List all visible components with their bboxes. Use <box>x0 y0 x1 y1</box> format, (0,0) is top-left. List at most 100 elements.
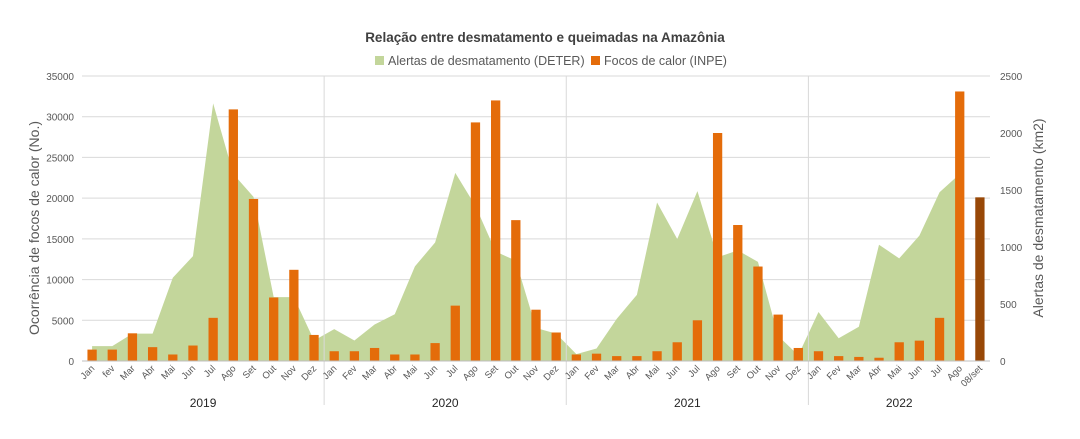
x-tick-label: Nov <box>521 363 541 383</box>
y-left-axis-label: Ocorrência de focos de calor (No.) <box>26 121 42 335</box>
x-tick-label: Dez <box>299 363 319 383</box>
fire-bar <box>612 356 622 361</box>
y-left-tick-label: 30000 <box>46 113 74 124</box>
legend-bar-label: Focos de calor (INPE) <box>604 54 727 68</box>
x-tick-label: Abr <box>624 363 642 381</box>
y-left-tick-label: 10000 <box>46 276 74 287</box>
year-label: 2020 <box>432 396 459 410</box>
y-right-tick-label: 2000 <box>1000 129 1023 140</box>
fire-bar <box>914 340 925 361</box>
fire-bar <box>591 353 602 361</box>
fire-bar <box>107 349 117 361</box>
year-label: 2022 <box>886 396 913 410</box>
fire-bar <box>450 305 460 361</box>
fire-bar <box>652 351 662 361</box>
deforestation-area-series <box>92 103 960 362</box>
fire-bar <box>733 225 743 361</box>
fire-bar <box>410 354 420 361</box>
y-right-tick-label: 1500 <box>1000 186 1023 197</box>
fire-bar <box>309 334 319 361</box>
legend-area-swatch <box>375 56 384 65</box>
fire-bar <box>672 342 682 361</box>
fire-bar <box>430 343 440 361</box>
fire-bar <box>349 351 360 361</box>
fire-bar <box>571 354 581 361</box>
fire-bar <box>470 122 481 361</box>
x-tick-label: Dez <box>542 363 562 383</box>
legend-area-label: Alertas de desmatamento (DETER) <box>388 54 585 68</box>
x-tick-label: Fev <box>583 363 602 382</box>
x-tick-label: Mar <box>602 363 621 382</box>
fire-bar <box>813 351 824 361</box>
fire-bar <box>329 351 339 361</box>
x-tick-label: Nov <box>764 363 784 383</box>
y-right-tick-label: 0 <box>1000 357 1006 368</box>
chart-title: Relação entre desmatamento e queimadas n… <box>365 30 725 45</box>
deforestation-area <box>92 103 960 362</box>
x-tick-label: Set <box>725 363 743 381</box>
y-left-tick-label: 20000 <box>46 194 74 205</box>
x-tick-label: Out <box>502 363 521 382</box>
fire-bar <box>894 342 904 361</box>
fire-bar <box>975 197 985 361</box>
x-tick-label: Mar <box>360 363 379 382</box>
x-tick-label: Jun <box>179 363 198 382</box>
year-label: 2021 <box>674 396 701 410</box>
fire-bar <box>955 91 965 361</box>
x-tick-label: Jan <box>79 363 98 382</box>
x-tick-label: Ago <box>461 363 481 383</box>
fire-bar <box>208 317 218 361</box>
y-right-tick-label: 1000 <box>1000 243 1023 254</box>
fire-bar <box>934 317 945 361</box>
fire-bar <box>874 357 884 361</box>
x-tick-label: Fev <box>825 363 844 382</box>
x-tick-label: fev <box>101 363 118 380</box>
fire-bar <box>834 356 844 361</box>
legend-bar-swatch <box>591 56 600 65</box>
x-tick-label: Mar <box>845 363 864 382</box>
x-tick-label: Ago <box>703 363 723 383</box>
x-tick-label: Out <box>260 363 279 382</box>
y-right-tick-label: 2500 <box>1000 72 1023 83</box>
x-tick-label: Abr <box>140 363 158 381</box>
x-tick-label: Mai <box>159 363 178 382</box>
fire-bar <box>632 356 642 361</box>
x-tick-label: Jun <box>422 363 441 382</box>
x-tick-label: Dez <box>784 363 804 383</box>
x-tick-label: Jan <box>563 363 582 382</box>
x-tick-label: Fev <box>341 363 360 382</box>
x-tick-label: Jul <box>202 363 218 379</box>
fire-bar <box>531 309 541 361</box>
fire-bar <box>712 133 723 361</box>
fire-bar <box>188 345 198 361</box>
fire-bar <box>854 356 864 361</box>
x-tick-label: Jan <box>805 363 824 382</box>
x-tick-label: Ago <box>219 363 239 383</box>
fire-bar <box>773 314 783 361</box>
fire-bar <box>127 333 138 361</box>
x-tick-label: Jun <box>664 363 683 382</box>
fire-bar <box>551 332 561 361</box>
fire-bars-series <box>87 91 985 362</box>
fire-bar <box>289 269 299 361</box>
fire-bar <box>228 109 238 361</box>
y-left-tick-label: 0 <box>68 357 74 368</box>
x-tick-label: Mai <box>401 363 420 382</box>
x-tick-label: Nov <box>279 363 299 383</box>
fire-bar <box>491 100 501 362</box>
y-left-tick-label: 35000 <box>46 72 74 83</box>
x-tick-label: Out <box>744 363 763 382</box>
x-tick-label: Abr <box>866 363 884 381</box>
fire-bar <box>87 349 97 361</box>
x-tick-label: Abr <box>382 363 400 381</box>
fire-bar <box>369 347 380 361</box>
fire-bar <box>793 347 803 361</box>
y-left-tick-label: 15000 <box>46 235 74 246</box>
x-tick-label: Mar <box>118 363 137 382</box>
x-tick-label: Jun <box>906 363 925 382</box>
year-separators <box>323 76 809 405</box>
fire-bar <box>692 320 703 361</box>
x-tick-label: Set <box>241 363 259 381</box>
